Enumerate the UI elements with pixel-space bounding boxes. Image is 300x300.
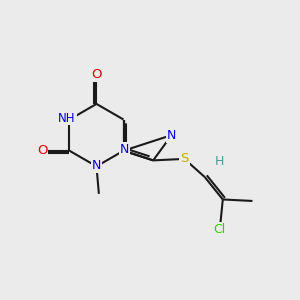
Text: S: S — [180, 152, 189, 165]
Text: O: O — [91, 68, 102, 81]
Text: O: O — [37, 144, 47, 157]
Text: H: H — [215, 155, 224, 168]
Text: NH: NH — [58, 112, 76, 124]
Text: N: N — [92, 159, 101, 172]
Text: Cl: Cl — [214, 223, 226, 236]
Text: N: N — [167, 129, 176, 142]
Text: N: N — [119, 143, 129, 156]
